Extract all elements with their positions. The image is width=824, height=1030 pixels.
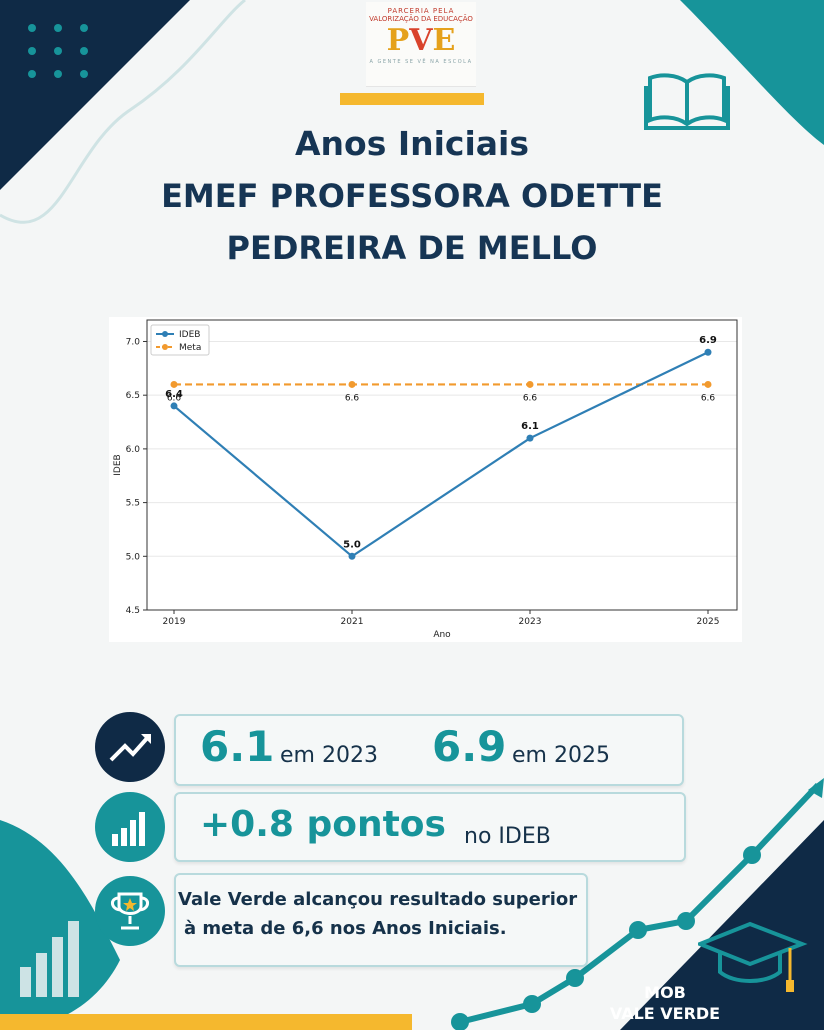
score-2025-value: 6.9 [432,722,507,771]
school-name-line1: EMEF PROFESSORA ODETTE [161,177,663,215]
school-name-line2: PEDREIRA DE MELLO [226,229,598,267]
y-tick-label: 5.0 [126,552,141,562]
bar-chart-icon [112,812,145,846]
stat-card-gain: +0.8 pontos no IDEB [174,792,686,862]
bars-circle [95,792,165,862]
y-tick-label: 5.5 [126,499,140,509]
logo-mark: PVE [366,23,476,59]
data-label-meta: 6.6 [701,393,716,403]
data-label-ideb: 6.9 [699,335,717,346]
legend-label-meta: Meta [179,343,201,353]
logo-mark-left: P [386,23,410,58]
trophy-icon [111,892,149,930]
page-title: Anos Iniciais [294,124,529,163]
stat-card-result: Vale Verde alcançou resultado superior à… [174,873,588,967]
score-2023-label: em 2023 [280,743,378,768]
logo-line2: VALORIZAÇÃO DA EDUCAÇÃO [369,15,473,23]
data-point-ideb [348,552,356,560]
footer-line1: MOB [644,983,686,1002]
ideb-line-chart: 4.5 5.0 5.5 6.0 6.5 7.0 2019 2021 2023 2025 Ano IDE… [113,319,738,640]
plot-frame [146,319,738,611]
open-book-icon [644,73,730,130]
legend-marker-ideb [162,331,168,337]
result-line2: à meta de 6,6 nos Anos Iniciais. [184,918,507,939]
footer-line2: VALE VERDE [609,1004,721,1023]
logo-mark-mid: V [409,23,433,58]
logo-line1: PARCERIA PELA [387,7,455,15]
data-point-meta [526,380,534,388]
x-tick-label: 2023 [519,617,542,627]
gain-label: no IDEB [464,824,551,849]
result-line1: Vale Verde alcançou resultado superior [178,889,578,910]
data-label-meta: 6.6 [167,393,182,403]
x-tick-label: 2025 [697,617,720,627]
x-axis-label: Ano [433,630,451,640]
data-label-ideb: 5.0 [343,539,361,550]
chart-card: 4.5 5.0 5.5 6.0 6.5 7.0 2019 2021 2023 2025 Ano IDE… [109,317,742,642]
graduation-cap-icon [698,921,808,992]
logo-underline [340,93,484,105]
data-point-meta [704,380,712,388]
dots-grid-icon [28,24,88,78]
series-line-ideb [173,351,709,558]
x-tick-label: 2021 [341,617,364,627]
logo-mark-right: E [432,23,456,58]
data-label-ideb: 6.1 [521,421,539,432]
data-point-ideb [704,348,712,356]
data-label-meta: 6.6 [523,393,538,403]
legend-label-ideb: IDEB [179,330,200,340]
partner-logo: PARCERIA PELA VALORIZAÇÃO DA EDUCAÇÃO PV… [366,2,476,87]
y-axis-label: IDEB [113,454,123,475]
score-2023-value: 6.1 [200,722,275,771]
data-label-meta: 6.6 [345,393,360,403]
legend-marker-meta [162,344,168,350]
y-tick-label: 6.5 [126,391,140,401]
data-label-ideb: 6.4 [165,389,183,400]
logo-tagline: A GENTE SE VÊ NA ESCOLA [369,59,473,65]
stat-card-scores: 6.1 em 2023 6.9 em 2025 [174,714,684,786]
data-point-meta [348,380,356,388]
trend-up-icon [109,734,151,762]
trend-circle [95,712,165,782]
data-point-ideb [170,402,178,410]
score-2025-label: em 2025 [512,743,610,768]
x-tick-label: 2019 [163,617,186,627]
data-point-meta [170,380,178,388]
bottom-accent-bar [0,1014,412,1030]
y-tick-label: 6.0 [126,445,141,455]
data-point-ideb [526,434,534,442]
y-tick-label: 4.5 [126,606,140,616]
gain-value: +0.8 pontos [200,804,446,845]
y-tick-label: 7.0 [126,337,141,347]
bar-chart-decor-icon [20,921,79,997]
trophy-circle [95,876,165,946]
